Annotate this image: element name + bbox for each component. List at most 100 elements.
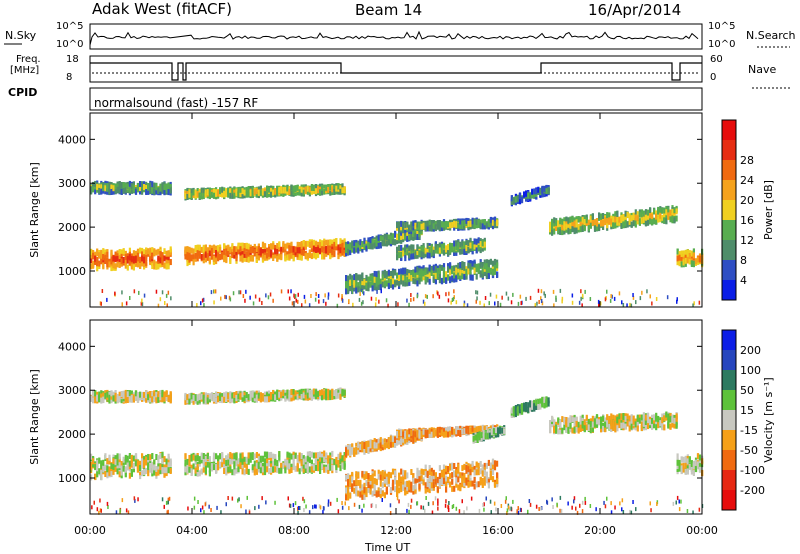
range-cell [159, 251, 162, 257]
range-cell [141, 470, 144, 477]
range-cell [371, 490, 374, 497]
range-cell [94, 397, 97, 404]
range-cell [296, 394, 299, 401]
range-cell [438, 243, 441, 250]
range-cell [396, 234, 399, 241]
range-cell [306, 188, 309, 195]
range-cell [274, 248, 277, 255]
range-cell [145, 259, 148, 266]
range-cell [373, 488, 376, 495]
range-cell [373, 484, 376, 491]
range-cell [657, 208, 660, 215]
range-cell [445, 292, 447, 297]
range-cell [618, 216, 621, 223]
range-cell [157, 255, 160, 262]
range-cell [278, 253, 281, 260]
range-cell [391, 468, 395, 475]
range-cell [145, 468, 148, 474]
range-cell [110, 249, 113, 256]
range-cell [410, 225, 413, 232]
range-cell [510, 195, 513, 202]
range-cell [537, 186, 540, 193]
range-cell [553, 303, 555, 308]
range-cell [377, 278, 380, 285]
range-cell [426, 252, 429, 259]
range-cell [270, 250, 273, 257]
range-cell [323, 253, 326, 260]
range-cell [463, 303, 465, 308]
nsearch-label: N.Search [746, 29, 796, 42]
range-cell [106, 261, 109, 268]
range-cell [457, 244, 460, 251]
range-cell [383, 280, 386, 287]
range-cell [323, 393, 326, 400]
range-cell [116, 183, 119, 190]
range-cell [151, 181, 154, 188]
range-cell [341, 183, 344, 190]
range-cell [304, 456, 307, 463]
range-cell [469, 242, 472, 249]
range-cell [225, 460, 228, 466]
range-cell [610, 294, 612, 299]
range-cell [212, 189, 216, 195]
range-cell [634, 218, 637, 225]
range-cell [102, 459, 105, 466]
range-cell [110, 189, 113, 195]
range-cell [573, 217, 576, 224]
range-cell [321, 453, 324, 460]
range-cell [221, 190, 224, 197]
range-cell [110, 463, 113, 469]
range-cell [261, 241, 265, 248]
range-cell [98, 457, 101, 464]
date-title: 16/Apr/2014 [588, 1, 682, 19]
range-cell [300, 190, 303, 197]
range-cell [493, 216, 497, 223]
range-cell [391, 239, 395, 246]
range-cell [106, 185, 109, 192]
range-cell [459, 241, 462, 248]
range-cell [210, 394, 214, 401]
range-cell [442, 249, 446, 256]
range-cell [206, 189, 209, 195]
range-cell [389, 271, 393, 277]
range-cell [589, 297, 592, 301]
range-cell [310, 394, 313, 401]
range-cell [190, 397, 193, 404]
range-cell [163, 184, 166, 191]
range-cell [194, 458, 197, 465]
range-cell [367, 473, 370, 480]
range-cell [303, 294, 306, 299]
range-cell [463, 249, 466, 255]
range-cell [351, 246, 354, 253]
nsky-label: N.Sky [5, 29, 37, 42]
range-cell [319, 390, 322, 397]
range-cell [430, 225, 433, 232]
range-cell [128, 453, 131, 459]
range-cell [391, 283, 395, 290]
range-cell [204, 459, 207, 466]
range-cell [520, 301, 522, 306]
range-cell [257, 466, 260, 473]
range-cell [126, 264, 129, 271]
range-cell [266, 451, 269, 458]
range-cell [139, 473, 142, 480]
range-cell [321, 252, 324, 259]
range-cell [363, 237, 366, 244]
range-cell [465, 245, 468, 251]
range-cell [408, 252, 411, 259]
range-cell [451, 243, 454, 250]
range-cell [343, 389, 346, 396]
range-cell [120, 188, 123, 195]
range-cell [266, 392, 269, 399]
range-cell [225, 295, 227, 300]
range-cell [272, 466, 275, 473]
range-cell [337, 389, 340, 396]
range-cell [657, 216, 660, 223]
range-cell [589, 218, 592, 225]
range-cell [412, 253, 415, 260]
range-cell [198, 188, 201, 195]
range-cell [124, 458, 127, 465]
range-cell [577, 223, 580, 230]
range-cell [314, 247, 318, 253]
range-cell [406, 269, 409, 276]
